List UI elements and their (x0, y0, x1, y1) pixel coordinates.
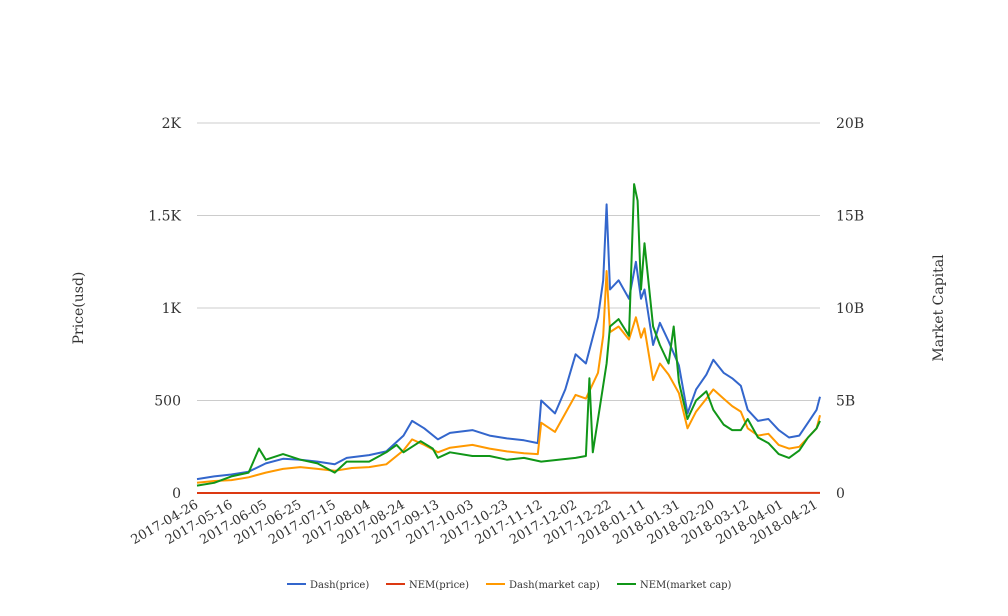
y-axis-right-title: Market Capital (931, 254, 947, 362)
y-right-tick-label: 20B (836, 116, 864, 132)
y-right-tick-label: 5B (836, 394, 855, 410)
right-axis-ticks: 0 5B 10B 15B 20B (836, 116, 864, 502)
series-line-dash-market-cap (196, 270, 821, 484)
legend: Dash(price) NEM(price) Dash(market cap) NEM… (287, 580, 732, 591)
series-lines (196, 183, 821, 494)
x-axis-ticks: 2017-04-262017-05-162017-06-052017-06-25… (129, 497, 821, 547)
legend-label: NEM(price) (409, 580, 469, 591)
legend-label: Dash(price) (310, 580, 369, 591)
y-right-tick-label: 10B (836, 301, 864, 317)
y-left-tick-label: 500 (154, 394, 181, 410)
y-axis-left-title: Price(usd) (71, 272, 87, 345)
gridlines (197, 122, 820, 494)
legend-label: NEM(market cap) (640, 580, 732, 591)
y-left-tick-label: 1.5K (148, 209, 181, 225)
series-line-dash-price (196, 203, 821, 481)
y-left-tick-label: 1K (162, 301, 182, 317)
left-axis-ticks: 0 500 1K 1.5K 2K (148, 116, 181, 502)
y-right-tick-label: 0 (836, 486, 845, 502)
y-left-tick-label: 0 (172, 486, 181, 502)
series-line-nem-market-cap (196, 183, 821, 487)
y-left-tick-label: 2K (162, 116, 182, 132)
y-right-tick-label: 15B (836, 209, 864, 225)
legend-label: Dash(market cap) (509, 580, 600, 591)
